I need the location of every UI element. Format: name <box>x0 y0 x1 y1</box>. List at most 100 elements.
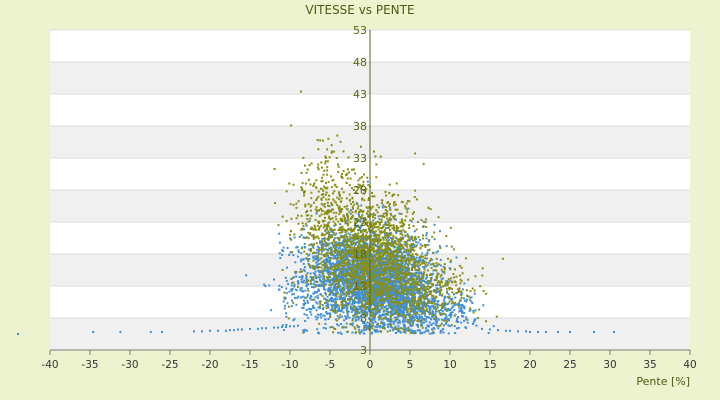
data-point <box>343 293 346 296</box>
data-point <box>424 314 427 317</box>
data-point <box>356 236 359 239</box>
data-point <box>401 287 404 290</box>
data-point <box>316 248 318 251</box>
data-point <box>362 250 365 253</box>
data-point <box>361 272 364 275</box>
data-point <box>360 253 363 256</box>
data-point <box>356 297 359 300</box>
data-point <box>384 190 387 193</box>
data-point <box>337 274 340 277</box>
data-point <box>330 289 333 292</box>
data-point <box>439 286 442 289</box>
data-point <box>430 318 433 321</box>
data-point <box>392 301 395 304</box>
data-point <box>409 307 412 310</box>
data-point <box>405 251 408 254</box>
data-point <box>297 251 300 253</box>
data-point <box>351 228 354 231</box>
data-point <box>438 245 441 248</box>
data-point <box>241 328 243 331</box>
data-point <box>453 293 455 296</box>
data-point <box>341 286 344 289</box>
data-point <box>413 275 416 277</box>
data-point <box>427 262 430 264</box>
data-point <box>457 303 460 306</box>
data-point <box>383 223 386 226</box>
data-point <box>398 330 401 333</box>
data-point <box>419 332 422 335</box>
data-point <box>372 215 374 218</box>
data-point <box>416 290 419 293</box>
data-point <box>435 251 438 254</box>
data-point <box>355 243 358 246</box>
data-point <box>300 296 302 299</box>
data-point <box>356 264 359 267</box>
data-point <box>306 281 309 284</box>
data-point <box>436 300 439 303</box>
data-point <box>386 233 388 236</box>
data-point <box>415 324 418 326</box>
data-point <box>340 267 342 270</box>
data-point <box>368 291 371 294</box>
data-point <box>399 221 402 224</box>
data-point <box>613 331 615 334</box>
data-point <box>388 301 391 304</box>
data-point <box>377 287 380 290</box>
data-point <box>249 327 251 330</box>
data-point <box>313 243 315 246</box>
data-point <box>384 299 387 302</box>
data-point <box>322 245 325 248</box>
data-point <box>402 316 405 319</box>
data-point <box>431 328 433 331</box>
data-point <box>354 223 357 226</box>
data-point <box>413 310 415 313</box>
data-point <box>415 314 418 317</box>
data-point <box>328 205 331 208</box>
data-point <box>323 224 326 227</box>
data-point <box>390 265 393 268</box>
data-point <box>349 238 352 240</box>
data-point <box>305 224 308 227</box>
data-point <box>317 331 320 334</box>
data-point <box>444 313 447 316</box>
data-point <box>292 254 295 257</box>
data-point <box>343 237 346 240</box>
data-point <box>328 290 331 293</box>
data-point <box>352 279 355 282</box>
data-point <box>354 318 357 321</box>
data-point <box>457 316 459 318</box>
data-point <box>422 266 425 269</box>
data-point <box>387 296 390 299</box>
data-point <box>311 286 313 289</box>
data-point <box>392 262 394 265</box>
data-point <box>352 229 355 232</box>
data-point <box>425 232 428 235</box>
data-point <box>347 310 350 313</box>
data-point <box>392 215 395 218</box>
data-point <box>291 276 294 279</box>
data-point <box>316 302 319 305</box>
data-point <box>383 236 386 239</box>
data-point <box>351 271 354 274</box>
data-point <box>456 317 459 320</box>
data-point <box>330 253 333 256</box>
data-point <box>332 254 335 257</box>
data-point <box>342 275 345 278</box>
data-point <box>354 300 357 303</box>
data-point <box>399 240 402 243</box>
data-point <box>363 228 365 231</box>
data-point <box>389 237 392 239</box>
data-point <box>412 246 415 249</box>
data-point <box>297 324 299 327</box>
data-point <box>402 275 405 278</box>
data-point <box>357 183 360 186</box>
data-point <box>424 303 427 306</box>
data-point <box>403 325 406 328</box>
data-point <box>394 292 397 295</box>
data-point <box>414 245 417 248</box>
data-point <box>421 316 423 319</box>
data-point <box>482 304 485 307</box>
data-point <box>470 300 473 303</box>
data-point <box>400 263 403 266</box>
data-point <box>435 322 438 324</box>
